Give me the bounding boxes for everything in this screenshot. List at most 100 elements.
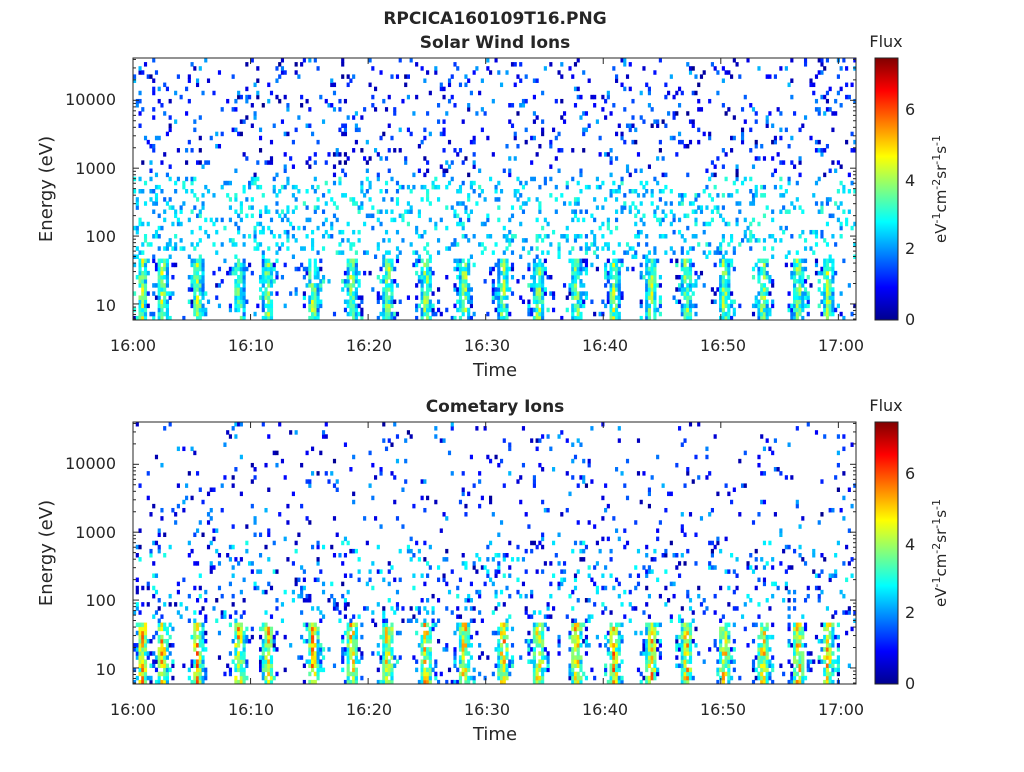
flux-cell (579, 631, 582, 635)
flux-cell (719, 304, 722, 308)
flux-cell (188, 619, 191, 623)
flux-cell (585, 234, 588, 238)
flux-cell (500, 189, 503, 193)
flux-cell (308, 308, 311, 312)
flux-cell (410, 434, 413, 438)
flux-cell (467, 664, 470, 668)
flux-cell (432, 594, 435, 598)
flux-cell (527, 283, 530, 287)
flux-cell (692, 263, 695, 267)
flux-cell (651, 623, 654, 627)
flux-cell (308, 156, 311, 160)
flux-cell (347, 664, 350, 668)
flux-cell (549, 62, 552, 66)
flux-cell (508, 659, 511, 663)
flux-cell (262, 422, 265, 426)
flux-cell (489, 578, 492, 582)
flux-cell (267, 533, 270, 537)
flux-cell (577, 197, 580, 201)
flux-cell (793, 304, 796, 308)
flux-cell (549, 177, 552, 181)
flux-cell (158, 99, 161, 103)
x-tick-labels: 16:00 16:10 16:20 16:30 16:40 16:50 17:0… (110, 336, 864, 355)
flux-cell (462, 300, 465, 304)
flux-cell (445, 549, 448, 553)
flux-cell (240, 614, 243, 618)
flux-cell (683, 308, 686, 312)
flux-cell (607, 651, 610, 655)
flux-cell (456, 623, 459, 627)
flux-cell (508, 287, 511, 291)
flux-cell (544, 291, 547, 295)
flux-cell (418, 279, 421, 283)
flux-cell (820, 291, 823, 295)
flux-cell (763, 287, 766, 291)
flux-cell (689, 119, 692, 123)
flux-cell (314, 275, 317, 279)
flux-cell (163, 627, 166, 631)
flux-cell (437, 250, 440, 254)
flux-cell (763, 267, 766, 271)
flux-cell (382, 606, 385, 610)
flux-cell (536, 238, 539, 242)
flux-cell (607, 152, 610, 156)
flux-cell (437, 300, 440, 304)
flux-cell (160, 259, 163, 263)
flux-cell (464, 271, 467, 275)
flux-cell (355, 263, 358, 267)
flux-cell (653, 655, 656, 659)
flux-cell (196, 271, 199, 275)
flux-cell (382, 643, 385, 647)
flux-cell (596, 205, 599, 209)
flux-cell (574, 578, 577, 582)
flux-cell (264, 291, 267, 295)
flux-cell (388, 561, 391, 565)
flux-cell (527, 647, 530, 651)
flux-cell (295, 582, 298, 586)
flux-cell (607, 300, 610, 304)
flux-cell (141, 222, 144, 226)
flux-cell (716, 205, 719, 209)
flux-cell (492, 279, 495, 283)
flux-cell (254, 173, 257, 177)
flux-cell (610, 672, 613, 676)
flux-cell (256, 66, 259, 70)
flux-cell (270, 308, 273, 312)
flux-cell (725, 250, 728, 254)
flux-cell (637, 230, 640, 234)
flux-cell (664, 586, 667, 590)
flux-cell (618, 312, 621, 316)
flux-cell (714, 250, 717, 254)
flux-cell (453, 651, 456, 655)
flux-cell (355, 676, 358, 680)
flux-cell (262, 263, 265, 267)
flux-cell (470, 582, 473, 586)
flux-cell (199, 287, 202, 291)
flux-cell (308, 643, 311, 647)
flux-cell (530, 541, 533, 545)
flux-cell (237, 226, 240, 230)
flux-cell (407, 209, 410, 213)
flux-cell (355, 140, 358, 144)
flux-cell (136, 226, 139, 230)
flux-cell (423, 291, 426, 295)
flux-cell (470, 598, 473, 602)
flux-cell (243, 279, 246, 283)
flux-cell (390, 304, 393, 308)
flux-cell (226, 430, 229, 434)
flux-cell (221, 107, 224, 111)
flux-cell (418, 214, 421, 218)
flux-cell (352, 197, 355, 201)
flux-cell (779, 160, 782, 164)
flux-cell (333, 459, 336, 463)
flux-cell (393, 300, 396, 304)
flux-cell (377, 275, 380, 279)
flux-cell (180, 614, 183, 618)
flux-cell (645, 283, 648, 287)
flux-cell (571, 263, 574, 267)
flux-cell (473, 164, 476, 168)
flux-cell (525, 128, 528, 132)
flux-cell (188, 300, 191, 304)
flux-cell (495, 606, 498, 610)
flux-cell (421, 279, 424, 283)
